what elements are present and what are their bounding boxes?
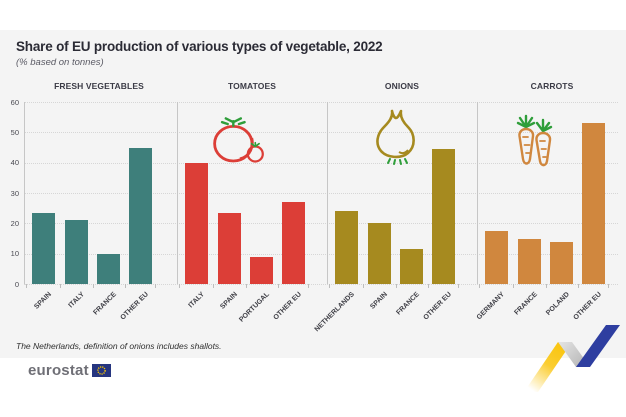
gridline-0 [24,284,618,285]
y-axis-line [177,102,178,284]
y-axis-line [477,102,478,284]
x-axis-tick [308,284,309,288]
bar-france [400,249,423,284]
gridline-20 [24,223,618,225]
bar-other-eu [129,147,152,284]
x-axis-tick [545,284,547,288]
gridline-40 [24,162,618,164]
x-axis-tick [277,284,279,288]
x-axis-tick [427,284,429,288]
bar-spain [32,212,55,284]
y-axis-label-40: 40 [10,158,19,168]
bar-spain [368,223,391,284]
y-axis-label-30: 30 [10,188,19,198]
bar-germany [485,230,508,284]
page-title: Share of EU production of various types … [16,39,383,54]
bar-poland [550,241,573,284]
panel-title-0: FRESH VEGETABLES [54,81,144,91]
footnote: The Netherlands, definition of onions in… [16,341,222,351]
carrot-icon [515,99,559,176]
x-axis-tick [395,284,397,288]
panel-title-2: ONIONS [384,81,420,91]
x-axis-tick [60,284,61,288]
y-axis-line [24,102,25,284]
x-axis-tick [155,284,156,288]
panel-0 [24,102,174,288]
panel-3 [477,99,626,288]
bar-portugal [250,256,273,284]
zigzag-arrow-graphic [524,325,620,392]
bar-other-eu [282,202,305,284]
x-axis-tick [179,284,180,288]
bar-france [97,253,120,284]
panel-2 [327,102,477,288]
x-axis-tick [458,284,459,288]
y-axis-label-0: 0 [14,279,19,289]
y-axis-label-60: 60 [10,97,19,107]
x-axis-tick [479,284,480,288]
x-axis-tick [245,284,247,288]
panel-1 [177,102,327,288]
bar-other-eu [432,149,455,284]
eu-flag-icon [91,364,111,377]
eurostat-logo: eurostat [28,362,111,379]
gridline-10 [24,253,618,255]
panel-title-1: TOMATOES [227,81,277,91]
x-axis-tick [363,284,364,288]
y-axis-label-10: 10 [10,249,19,259]
bar-spain [218,212,241,284]
gridline-50 [24,132,618,134]
chart-card [0,30,626,358]
panel-title-3: CARROTS [530,81,574,91]
x-axis-tick [124,284,126,288]
x-axis-tick [213,284,214,288]
y-axis-label-20: 20 [10,218,19,228]
bar-italy [65,220,88,284]
onion-icon [373,107,421,172]
x-axis-tick [608,284,609,288]
page-subtitle: (% based on tonnes) [16,57,104,68]
x-axis-tick [92,284,94,288]
x-axis-tick [513,284,514,288]
gridline-30 [24,193,618,194]
bar-netherlands [335,211,358,284]
y-axis-line [327,102,328,284]
bar-france [518,238,541,284]
gridline-60 [24,102,618,103]
x-axis-tick [26,284,27,288]
bar-italy [185,162,208,284]
bar-other-eu [582,123,605,284]
x-axis-tick [329,284,330,288]
eurostat-wordmark: eurostat [28,362,89,379]
x-axis-tick [577,284,579,288]
y-axis-label-50: 50 [10,127,19,137]
tomato-icon [211,110,265,173]
